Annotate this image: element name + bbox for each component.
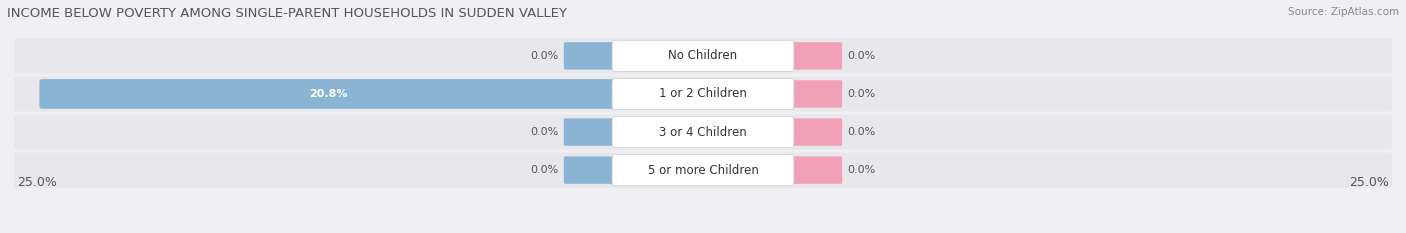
- FancyBboxPatch shape: [564, 42, 616, 70]
- FancyBboxPatch shape: [790, 80, 842, 108]
- FancyBboxPatch shape: [790, 118, 842, 146]
- FancyBboxPatch shape: [14, 76, 1392, 111]
- FancyBboxPatch shape: [564, 118, 616, 146]
- FancyBboxPatch shape: [790, 156, 842, 184]
- FancyBboxPatch shape: [612, 40, 794, 72]
- Text: 0.0%: 0.0%: [848, 51, 876, 61]
- Text: 0.0%: 0.0%: [530, 51, 558, 61]
- Text: 1 or 2 Children: 1 or 2 Children: [659, 87, 747, 100]
- Text: INCOME BELOW POVERTY AMONG SINGLE-PARENT HOUSEHOLDS IN SUDDEN VALLEY: INCOME BELOW POVERTY AMONG SINGLE-PARENT…: [7, 7, 567, 20]
- FancyBboxPatch shape: [39, 79, 617, 109]
- Text: No Children: No Children: [668, 49, 738, 62]
- Text: 0.0%: 0.0%: [530, 127, 558, 137]
- Text: 0.0%: 0.0%: [848, 165, 876, 175]
- Text: 0.0%: 0.0%: [530, 165, 558, 175]
- FancyBboxPatch shape: [14, 153, 1392, 188]
- Text: 25.0%: 25.0%: [1350, 176, 1389, 189]
- Text: 3 or 4 Children: 3 or 4 Children: [659, 126, 747, 139]
- Text: 25.0%: 25.0%: [17, 176, 56, 189]
- FancyBboxPatch shape: [14, 38, 1392, 73]
- FancyBboxPatch shape: [612, 116, 794, 148]
- FancyBboxPatch shape: [612, 154, 794, 186]
- FancyBboxPatch shape: [790, 42, 842, 70]
- Text: 5 or more Children: 5 or more Children: [648, 164, 758, 177]
- Text: 0.0%: 0.0%: [848, 127, 876, 137]
- Text: 20.8%: 20.8%: [309, 89, 347, 99]
- Text: 0.0%: 0.0%: [848, 89, 876, 99]
- FancyBboxPatch shape: [612, 78, 794, 110]
- FancyBboxPatch shape: [14, 115, 1392, 150]
- FancyBboxPatch shape: [564, 156, 616, 184]
- Text: Source: ZipAtlas.com: Source: ZipAtlas.com: [1288, 7, 1399, 17]
